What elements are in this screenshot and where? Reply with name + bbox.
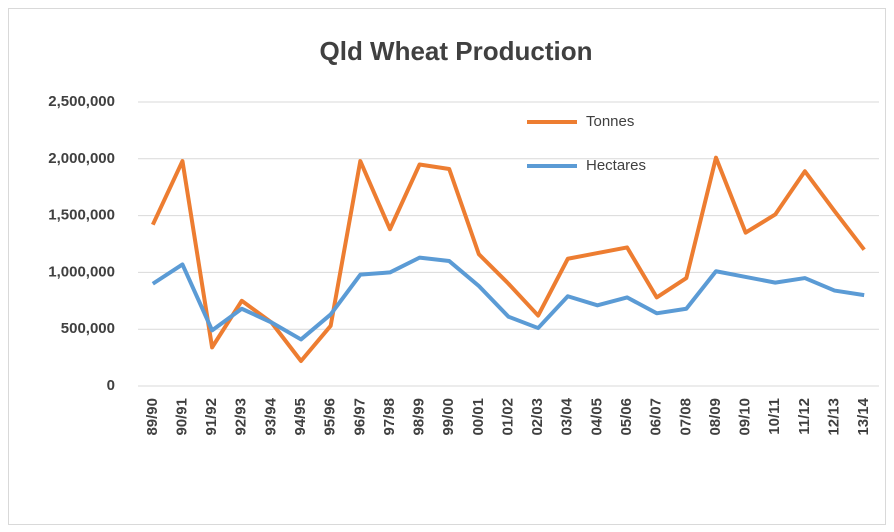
x-tick-label: 89/90 bbox=[144, 398, 161, 436]
x-tick-label: 96/97 bbox=[351, 398, 368, 436]
x-tick-label: 98/99 bbox=[411, 398, 428, 436]
y-tick-label: 2,000,000 bbox=[48, 150, 115, 167]
x-tick-label: 99/00 bbox=[440, 398, 457, 436]
x-tick-label: 92/93 bbox=[233, 398, 250, 436]
x-tick-label: 03/04 bbox=[559, 397, 576, 435]
x-tick-label: 90/91 bbox=[173, 398, 190, 436]
y-tick-label: 1,000,000 bbox=[48, 263, 115, 280]
x-tick-label: 10/11 bbox=[766, 398, 783, 435]
legend-label: Tonnes bbox=[586, 113, 634, 130]
y-tick-label: 0 bbox=[107, 377, 115, 394]
x-tick-label: 07/08 bbox=[677, 398, 694, 436]
x-tick-label: 91/92 bbox=[203, 398, 220, 436]
x-tick-label: 06/07 bbox=[648, 398, 665, 436]
x-tick-label: 95/96 bbox=[322, 398, 339, 436]
x-tick-label: 02/03 bbox=[529, 398, 546, 436]
y-tick-label: 500,000 bbox=[61, 320, 115, 337]
data-line bbox=[151, 255, 865, 342]
x-tick-label: 09/10 bbox=[737, 398, 754, 436]
x-tick-label: 13/14 bbox=[855, 397, 872, 435]
x-tick-label: 11/12 bbox=[796, 398, 813, 435]
chart-border bbox=[8, 8, 886, 525]
x-tick-label: 08/09 bbox=[707, 398, 724, 436]
y-tick-label: 2,500,000 bbox=[48, 93, 115, 110]
x-tick-label: 97/98 bbox=[381, 398, 398, 436]
chart-title: Qld Wheat Production bbox=[320, 36, 593, 66]
x-tick-label: 94/95 bbox=[292, 398, 309, 436]
x-tick-label: 12/13 bbox=[826, 398, 843, 436]
legend-label: Hectares bbox=[586, 157, 646, 174]
y-tick-label: 1,500,000 bbox=[48, 207, 115, 224]
x-tick-label: 04/05 bbox=[588, 398, 605, 436]
x-tick-label: 93/94 bbox=[262, 397, 279, 435]
x-tick-label: 00/01 bbox=[470, 398, 487, 436]
x-tick-label: 01/02 bbox=[499, 398, 516, 436]
x-tick-label: 05/06 bbox=[618, 398, 635, 436]
